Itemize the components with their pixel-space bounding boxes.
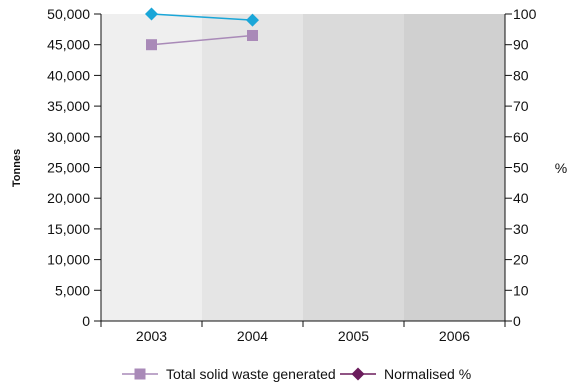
series-point-0 xyxy=(247,29,258,41)
right-axis-title: % xyxy=(555,160,567,176)
x-axis-tick-label: 2005 xyxy=(338,328,369,344)
right-axis-tick-label: 80 xyxy=(513,67,529,83)
right-axis-tick-label: 70 xyxy=(513,98,529,114)
plot-band-2004 xyxy=(202,14,303,321)
right-axis-tick-label: 30 xyxy=(513,221,529,237)
x-axis-tick-label: 2003 xyxy=(136,328,167,344)
plot-bands xyxy=(101,14,505,321)
series-lines xyxy=(145,7,259,51)
right-axis-tick-label: 40 xyxy=(513,190,529,206)
right-axis-tick-label: 20 xyxy=(513,252,529,268)
series-line-1 xyxy=(151,13,253,21)
legend-label-0: Total solid waste generated xyxy=(166,366,336,382)
right-axis-tick-label: 50 xyxy=(513,160,529,176)
right-axis-tick-label: 90 xyxy=(513,37,529,53)
series-point-1 xyxy=(246,13,259,27)
left-axis-tick-label: 50,000 xyxy=(47,6,90,22)
right-axis-tick-label: 0 xyxy=(513,313,521,329)
plot-band-2003 xyxy=(101,14,202,321)
plot-band-2006 xyxy=(404,14,505,321)
legend-label-1: Normalised % xyxy=(384,366,471,382)
x-axis-tick-label: 2006 xyxy=(439,328,470,344)
right-axis-tick-label: 60 xyxy=(513,129,529,145)
left-axis: 0 5,000 10,000 15,000 20,000 25,000 30,000 35,0… xyxy=(47,6,102,329)
right-axis-tick-label: 100 xyxy=(513,6,537,22)
left-axis-tick-label: 5,000 xyxy=(55,282,90,298)
x-axis: 2003 2004 2005 2006 xyxy=(100,320,506,344)
legend: Total solid waste generated Normalised % xyxy=(122,366,471,382)
left-axis-tick-label: 20,000 xyxy=(47,190,90,206)
x-axis-tick-label: 2004 xyxy=(237,328,268,344)
left-axis-tick-label: 30,000 xyxy=(47,129,90,145)
series-point-0 xyxy=(146,39,157,51)
left-axis-tick-label: 0 xyxy=(82,313,90,329)
left-axis-tick-label: 40,000 xyxy=(47,67,90,83)
right-axis-tick-label: 10 xyxy=(513,282,529,298)
series-point-1 xyxy=(145,7,158,21)
left-axis-tick-label: 45,000 xyxy=(47,37,90,53)
left-axis-title: Tonnes xyxy=(11,149,23,187)
right-axis: 0 10 20 30 40 50 60 70 80 90 100 xyxy=(504,6,537,329)
legend-marker-0 xyxy=(134,368,146,380)
left-axis-tick-label: 10,000 xyxy=(47,252,90,268)
plot-band-2005 xyxy=(303,14,404,321)
left-axis-tick-label: 35,000 xyxy=(47,98,90,114)
left-axis-tick-label: 15,000 xyxy=(47,221,90,237)
series-line-0 xyxy=(151,34,253,46)
legend-marker-1 xyxy=(351,367,365,381)
left-axis-tick-label: 25,000 xyxy=(47,160,90,176)
